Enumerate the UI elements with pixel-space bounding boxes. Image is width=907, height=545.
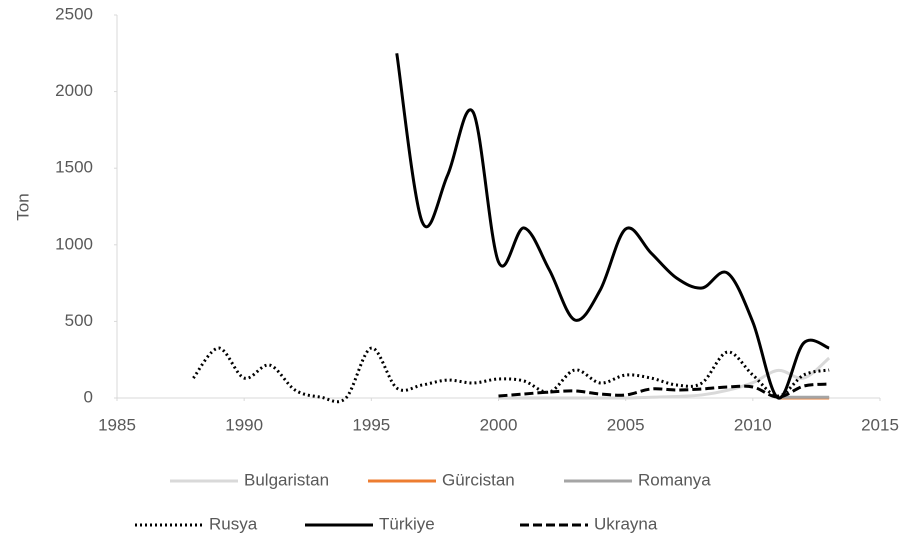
series-line bbox=[498, 382, 830, 399]
x-tick-label: 1995 bbox=[352, 415, 390, 434]
legend-label: Gürcistan bbox=[442, 470, 515, 489]
legend-label: Rusya bbox=[209, 514, 258, 533]
series-line bbox=[192, 346, 830, 404]
legend-label: Bulgaristan bbox=[244, 470, 329, 489]
y-axis-label: Ton bbox=[13, 193, 32, 220]
series-line bbox=[498, 356, 831, 400]
x-tick-label: 2015 bbox=[861, 415, 899, 434]
legend-label: Ukrayna bbox=[594, 514, 658, 533]
legend-label: Romanya bbox=[638, 470, 711, 489]
y-tick-label: 500 bbox=[65, 311, 93, 330]
y-tick-label: 2500 bbox=[55, 4, 93, 23]
x-tick-label: 2010 bbox=[734, 415, 772, 434]
x-tick-label: 2005 bbox=[607, 415, 645, 434]
legend-label: Türkiye bbox=[379, 514, 435, 533]
x-tick-label: 2000 bbox=[480, 415, 518, 434]
y-tick-label: 1500 bbox=[55, 158, 93, 177]
y-tick-label: 2000 bbox=[55, 81, 93, 100]
x-tick-label: 1985 bbox=[98, 415, 136, 434]
x-tick-label: 1990 bbox=[225, 415, 263, 434]
y-tick-label: 1000 bbox=[55, 234, 93, 253]
y-tick-label: 0 bbox=[84, 387, 93, 406]
series-line bbox=[395, 53, 830, 400]
